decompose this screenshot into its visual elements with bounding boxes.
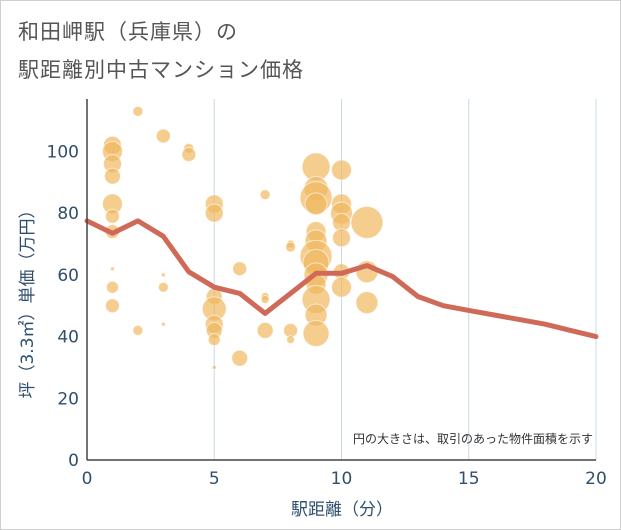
y-axis-label: 坪（3.3㎡）単価（万円） (18, 201, 38, 398)
grid-lines (213, 99, 597, 460)
bubble-point (231, 349, 249, 367)
bubble-point (302, 319, 330, 347)
bubble-point (350, 205, 384, 239)
x-tick-label: 5 (209, 469, 220, 489)
x-tick-label: 20 (585, 469, 607, 489)
x-tick-label: 15 (458, 469, 480, 489)
bubble-point (331, 159, 352, 181)
y-tick-label: 60 (57, 266, 79, 286)
y-tick-label: 20 (57, 389, 79, 409)
bubble-point (155, 128, 171, 144)
average-price-line (84, 218, 599, 340)
bubble-point (160, 272, 166, 278)
bubble-point (211, 364, 217, 370)
bubble-point (132, 324, 144, 336)
y-tick-label: 100 (47, 142, 79, 162)
bubble-point (207, 333, 221, 347)
bubble-point (304, 192, 328, 216)
bubble-point (109, 266, 115, 272)
y-tick-label: 0 (68, 451, 79, 471)
size-annotation: 円の大きさは、取引のあった物件面積を示す (353, 431, 593, 446)
y-tick-label: 40 (57, 328, 79, 348)
chart-title-line1: 和田岬駅（兵庫県）の (18, 20, 238, 44)
bubble-point (286, 335, 296, 345)
bubble-point (259, 189, 271, 201)
bubble-point (204, 203, 224, 223)
bubble-point (285, 241, 297, 253)
x-tick-label: 0 (82, 469, 93, 489)
bubble-point (232, 261, 248, 277)
chart-title-line2: 駅距離別中古マンション価格 (18, 58, 304, 82)
bubble-point (104, 208, 120, 224)
bubble-point (355, 291, 379, 315)
axes: 0 5 10 15 20 0 20 40 60 80 100 (47, 99, 607, 489)
trend-line-series (84, 218, 599, 340)
bubble-series (101, 105, 384, 370)
bubble-point (260, 295, 270, 305)
x-axis-label: 駅距離（分） (291, 500, 393, 520)
bubble-point (160, 321, 166, 327)
bubble-point (256, 321, 274, 339)
y-tick-label: 80 (57, 204, 79, 224)
bubble-point (331, 276, 352, 298)
bubble-point (105, 280, 119, 294)
bubble-point (181, 147, 197, 163)
bubble-point (132, 105, 144, 117)
x-tick-label: 10 (331, 469, 353, 489)
bubble-point (157, 281, 169, 293)
bubble-point (104, 298, 120, 314)
bubble-point (332, 228, 351, 248)
bubble-point (103, 167, 121, 185)
